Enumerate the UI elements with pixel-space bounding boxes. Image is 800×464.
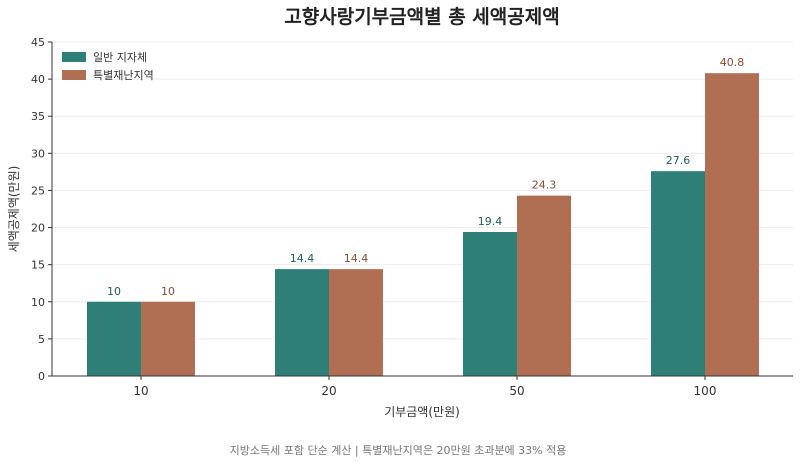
- y-axis-ticks: 0 5 10 15 20 25 30 35 40 45: [31, 36, 52, 383]
- footnote: 지방소득세 포함 단순 계산 | 특별재난지역은 20만원 초과분에 33% 적…: [230, 444, 567, 457]
- data-label: 10: [161, 285, 175, 298]
- y-tick-label: 5: [38, 333, 45, 346]
- bar: [705, 73, 759, 376]
- axes: [51, 42, 793, 377]
- y-tick-label: 30: [31, 147, 45, 160]
- x-axis-ticks: 10 20 50 100: [133, 376, 716, 398]
- legend-label: 특별재난지역: [93, 69, 154, 82]
- x-axis-label: 기부금액(만원): [384, 405, 460, 419]
- bar: [87, 301, 141, 376]
- y-tick-label: 45: [31, 36, 45, 49]
- y-axis-label: 세액공제액(만원): [7, 166, 21, 253]
- y-tick-label: 40: [31, 73, 45, 86]
- data-label: 14.4: [344, 252, 369, 265]
- data-label: 24.3: [532, 179, 557, 192]
- bar: [329, 269, 383, 376]
- data-label: 40.8: [720, 56, 745, 69]
- bar: [463, 232, 517, 376]
- data-label: 14.4: [290, 252, 315, 265]
- data-label: 27.6: [666, 154, 691, 167]
- y-tick-label: 0: [38, 370, 45, 383]
- legend-swatch: [62, 70, 86, 80]
- y-tick-label: 15: [31, 259, 45, 272]
- legend-label: 일반 지자체: [93, 50, 147, 64]
- y-tick-label: 20: [31, 222, 45, 235]
- bar: [141, 301, 195, 376]
- chart-title: 고향사랑기부금액별 총 세액공제액: [284, 6, 559, 28]
- bar: [517, 195, 571, 376]
- x-tick-label: 100: [694, 384, 717, 398]
- y-tick-label: 25: [31, 184, 45, 197]
- bar: [651, 171, 705, 376]
- x-tick-label: 10: [133, 384, 148, 398]
- y-tick-label: 10: [31, 296, 45, 309]
- data-label: 10: [107, 285, 121, 298]
- data-label: 19.4: [478, 215, 503, 228]
- bars: [87, 73, 759, 376]
- data-labels: 10 10 14.4 14.4 19.4 24.3 27.6 40.8: [107, 56, 744, 298]
- y-tick-label: 35: [31, 110, 45, 123]
- legend-swatch: [62, 52, 86, 62]
- x-tick-label: 20: [321, 384, 336, 398]
- bar: [275, 269, 329, 376]
- x-tick-label: 50: [509, 384, 524, 398]
